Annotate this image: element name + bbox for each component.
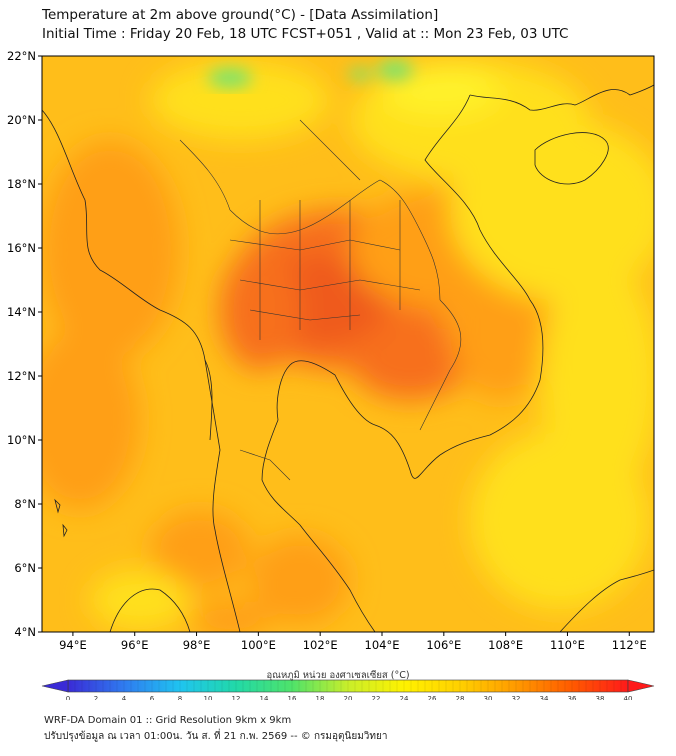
lon-tick-label: 96°E — [121, 638, 149, 652]
colorbar-tick-label: 0 — [66, 695, 70, 700]
colorbar-tick-label: 30 — [484, 695, 493, 700]
colorbar-tick-label: 36 — [568, 695, 577, 700]
lat-tick-label: 8°N — [14, 497, 36, 511]
footer-model-info: WRF-DA Domain 01 :: Grid Resolution 9km … — [44, 715, 292, 726]
colorbar-tick-label: 2 — [94, 695, 98, 700]
coastlines — [42, 84, 654, 632]
lat-tick-label: 18°N — [7, 177, 36, 191]
colorbar-tick-label: 10 — [204, 695, 213, 700]
colorbar-tick-label: 34 — [540, 695, 549, 700]
lat-tick-label: 22°N — [7, 49, 36, 63]
lon-tick-label: 108°E — [488, 638, 523, 652]
province-borders — [179, 119, 462, 481]
lat-tick-label: 16°N — [7, 241, 36, 255]
colorbar-tick-label: 20 — [344, 695, 353, 700]
lon-tick-label: 106°E — [426, 638, 461, 652]
colorbar-tick-label: 8 — [178, 695, 182, 700]
colorbar-tick-label: 4 — [122, 695, 127, 700]
lat-tick-label: 20°N — [7, 113, 36, 127]
colorbar-tick-label: 22 — [372, 695, 381, 700]
latitude-axis: 22°N 20°N 18°N 16°N 14°N 12°N 10°N 8°N 6°N 4°N — [7, 49, 42, 639]
map-subtitle: Initial Time : Friday 20 Feb, 18 UTC FCS… — [42, 26, 569, 42]
longitude-axis: 94°E 96°E 98°E 100°E 102°E 104°E 106°E 108°E 110… — [59, 632, 647, 652]
colorbar-tick-label: 6 — [150, 695, 155, 700]
colorbar-tick-label: 14 — [260, 695, 269, 700]
colorbar-tick-label: 24 — [400, 695, 409, 700]
colorbar-tick-label: 40 — [624, 695, 633, 700]
colorbar-max-extend — [627, 679, 655, 693]
colorbar-label: อุณหภูมิ หน่วย องศาเซลเซียส (°C) — [266, 670, 410, 681]
lon-tick-label: 100°E — [241, 638, 276, 652]
lat-tick-label: 4°N — [14, 625, 36, 639]
colorbar-tick-label: 12 — [232, 695, 241, 700]
lon-tick-label: 110°E — [550, 638, 585, 652]
colorbar: 0 2 4 6 8 10 12 14 16 18 20 22 24 26 28 30 32 34 36 38 40 — [41, 679, 655, 700]
plot-frame — [41, 55, 655, 633]
temperature-map: 22°N 20°N 18°N 16°N 14°N 12°N 10°N 8°N 6°N 4°N 94… — [7, 49, 655, 700]
lon-tick-label: 102°E — [303, 638, 338, 652]
colorbar-tick-label: 32 — [512, 695, 521, 700]
lat-tick-label: 10°N — [7, 433, 36, 447]
colorbar-tick-label: 16 — [288, 695, 297, 700]
lon-tick-label: 104°E — [365, 638, 400, 652]
lat-tick-label: 6°N — [14, 561, 36, 575]
colorbar-tick-label: 26 — [428, 695, 437, 700]
lat-tick-label: 14°N — [7, 305, 36, 319]
footer-update-info: ปรับปรุงข้อมูล ณ เวลา 01:00น. วัน ส. ที่… — [44, 731, 388, 742]
map-title: Temperature at 2m above ground(°C) - [Da… — [42, 7, 439, 23]
lat-tick-label: 12°N — [7, 369, 36, 383]
colorbar-tick-label: 38 — [596, 695, 605, 700]
colorbar-tick-label: 18 — [316, 695, 325, 700]
temperature-field — [42, 56, 654, 632]
lon-tick-label: 94°E — [59, 638, 87, 652]
lon-tick-label: 112°E — [612, 638, 647, 652]
colorbar-min-extend — [41, 679, 69, 693]
lon-tick-label: 98°E — [183, 638, 211, 652]
colorbar-tick-label: 28 — [456, 695, 465, 700]
